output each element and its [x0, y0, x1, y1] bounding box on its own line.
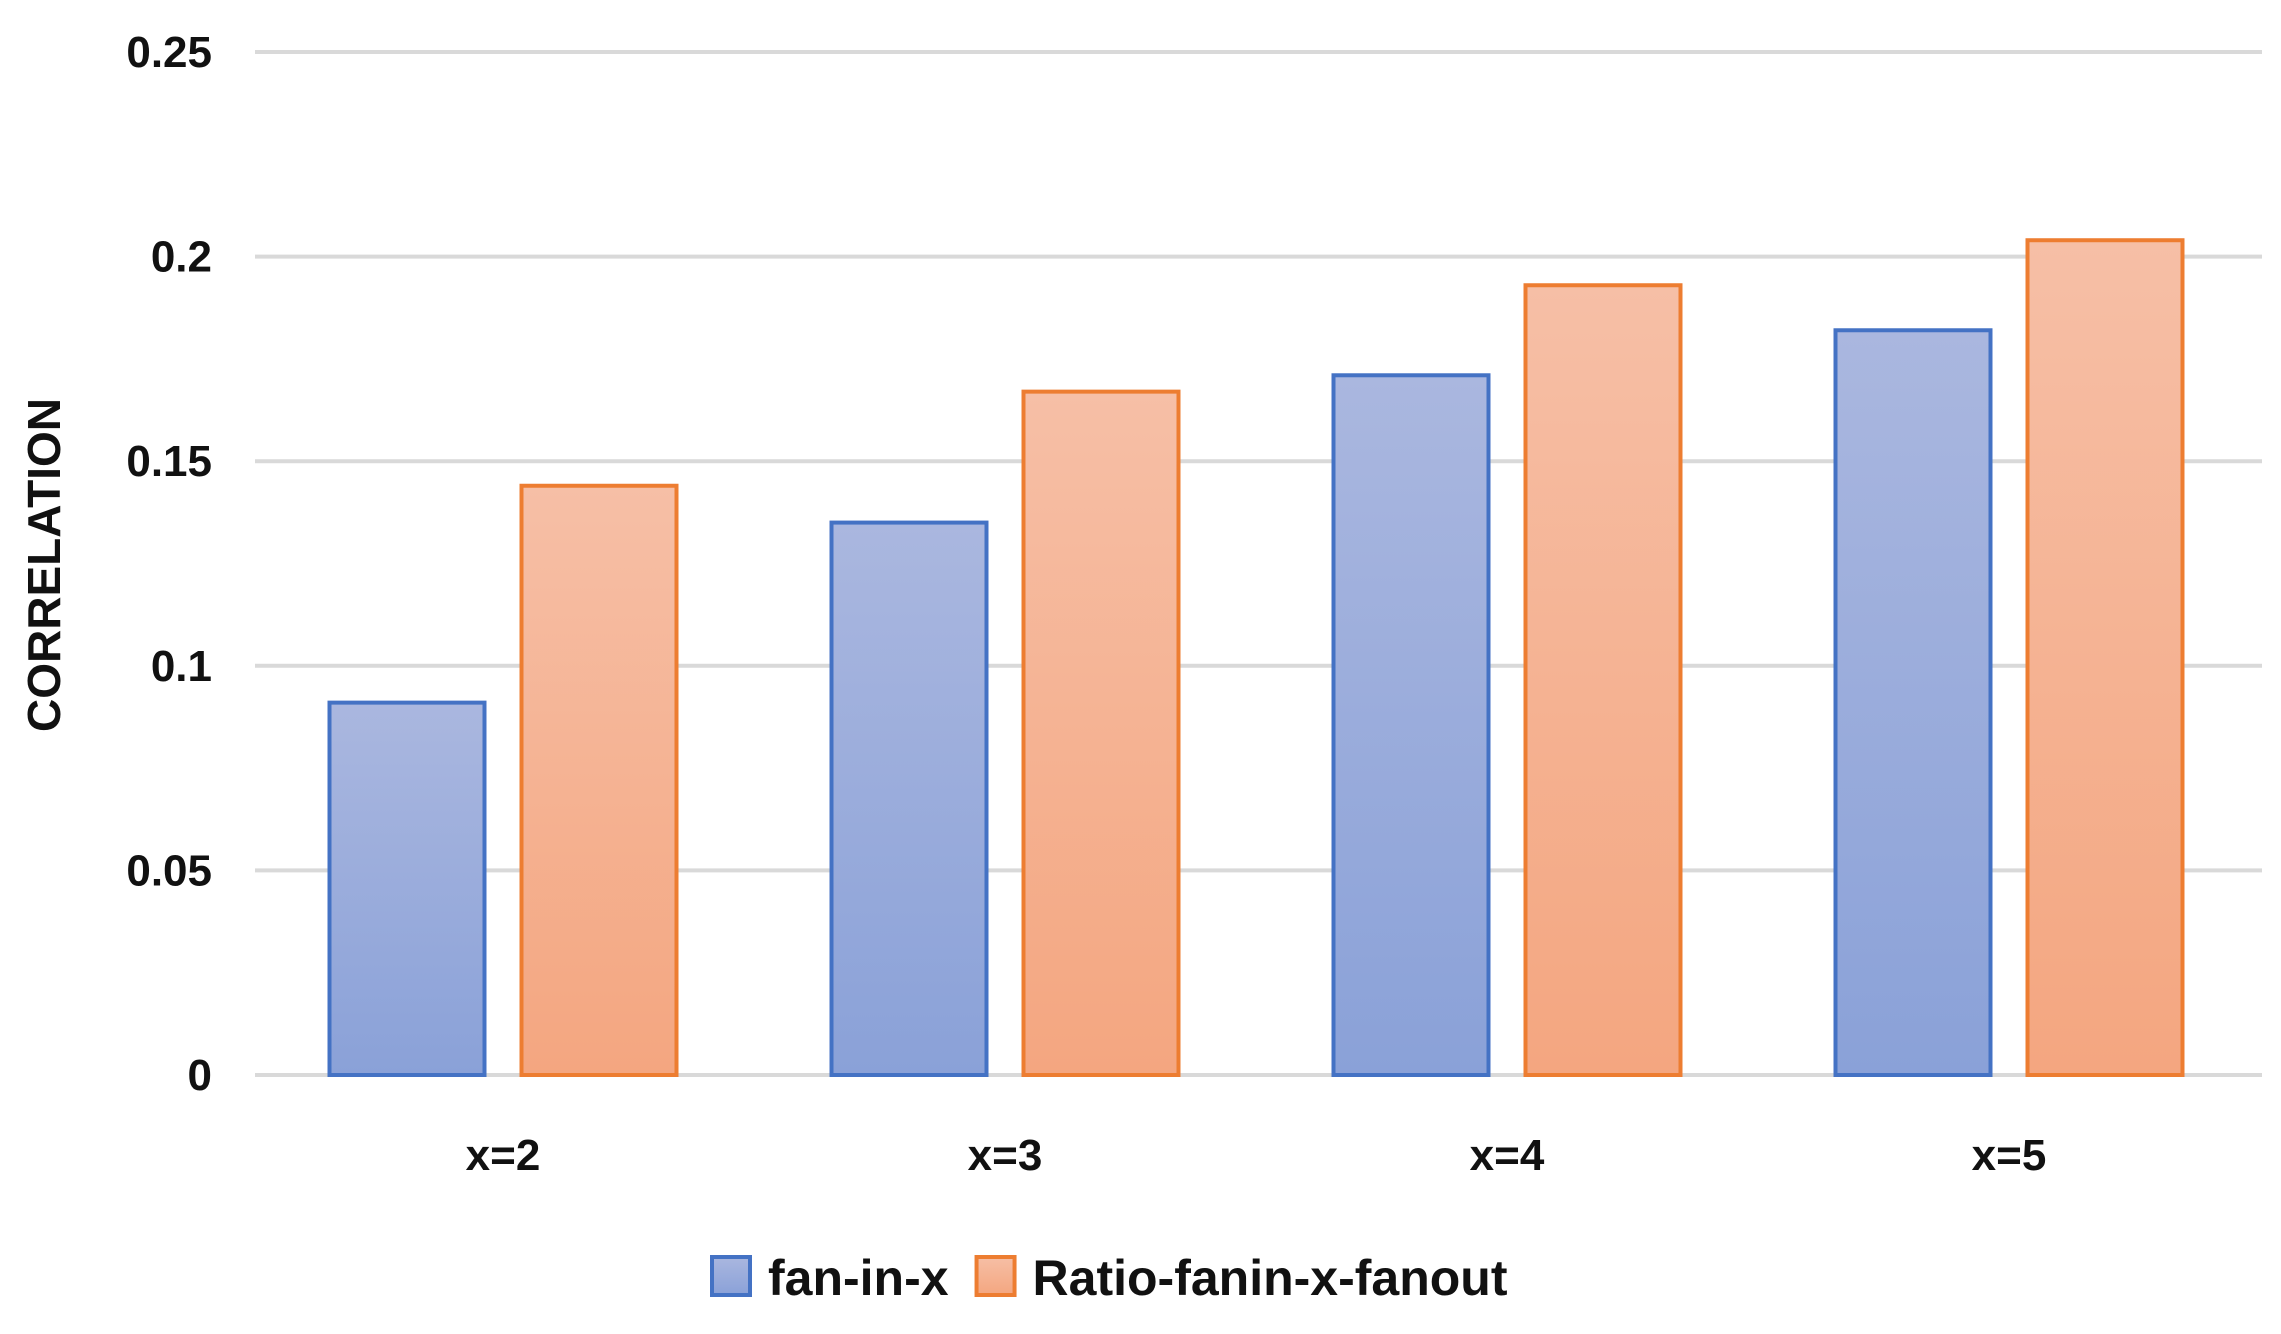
- x-axis-ticks: x=2 x=3 x=4 x=5: [466, 1131, 2047, 1180]
- x-tick-label: x=5: [1972, 1131, 2047, 1180]
- bar-fan-in-x-x=2: [327, 700, 487, 1077]
- bar-Ratio-fanin-x-fanout-x=5: [2025, 238, 2185, 1077]
- legend-item: fan-in-x: [710, 1250, 949, 1306]
- y-tick-label: 0.05: [126, 846, 212, 895]
- x-tick-label: x=3: [968, 1131, 1043, 1180]
- x-tick-label: x=2: [466, 1131, 541, 1180]
- y-tick-label: 0.1: [151, 642, 212, 691]
- y-tick-label: 0.25: [126, 28, 212, 77]
- y-tick-label: 0: [188, 1051, 212, 1100]
- x-tick-label: x=4: [1470, 1131, 1545, 1180]
- legend-label: fan-in-x: [768, 1250, 949, 1306]
- legend-label: Ratio-fanin-x-fanout: [1033, 1250, 1508, 1306]
- y-axis-ticks: 0 0.05 0.1 0.15 0.2 0.25: [126, 28, 212, 1100]
- y-tick-label: 0.15: [126, 437, 212, 486]
- y-tick-label: 0.2: [151, 233, 212, 282]
- bar-Ratio-fanin-x-fanout-x=2: [519, 483, 679, 1077]
- legend-item: Ratio-fanin-x-fanout: [974, 1250, 1508, 1306]
- bar-fan-in-x-x=3: [829, 520, 989, 1077]
- bar-Ratio-fanin-x-fanout-x=4: [1523, 283, 1683, 1077]
- legend: fan-in-x Ratio-fanin-x-fanout: [710, 1250, 1508, 1306]
- bar-Ratio-fanin-x-fanout-x=3: [1021, 389, 1181, 1077]
- legend-swatch: [710, 1255, 752, 1297]
- bar-fan-in-x-x=5: [1833, 328, 1993, 1078]
- y-axis-title: CORRELATION: [18, 398, 70, 732]
- bar-fan-in-x-x=4: [1331, 373, 1491, 1077]
- legend-swatch: [974, 1255, 1017, 1297]
- bars: [327, 238, 2185, 1078]
